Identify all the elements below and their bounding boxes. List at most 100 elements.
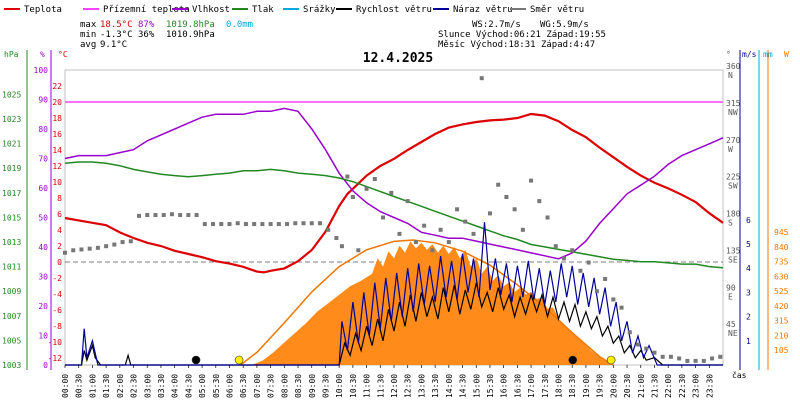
wind-direction-point-51 — [471, 231, 476, 236]
ms-tick-2: 2 — [746, 313, 751, 322]
wind-direction-point-41 — [389, 190, 394, 195]
hpa-tick-7: 1017 — [2, 189, 21, 198]
x-tick-31: 15:30 — [486, 374, 495, 398]
legend-label-6: Náraz větru — [453, 5, 513, 15]
ms-tick-1: 1 — [746, 337, 751, 346]
wind-direction-point-52 — [479, 76, 484, 81]
x-tick-5: 02:30 — [130, 374, 139, 398]
wind-direction-point-77 — [685, 358, 690, 363]
wind-direction-point-11 — [153, 213, 158, 218]
x-tick-37: 18:30 — [568, 374, 577, 398]
deg-axis-title: ° — [726, 50, 731, 59]
pct-tick-5: 50 — [38, 214, 48, 223]
dir-tick-8: N — [728, 71, 733, 80]
wind-direction-point-67 — [603, 276, 608, 281]
hpa-tick-0: 1003 — [2, 361, 21, 370]
wind-direction-point-24 — [260, 222, 265, 227]
wind-direction-point-9 — [137, 213, 142, 218]
dir-tick-3: SE — [728, 255, 738, 264]
wind-direction-point-32 — [326, 227, 331, 232]
legend-label-7: Směr větru — [530, 5, 584, 15]
x-tick-32: 16:00 — [500, 374, 509, 398]
pct-tick-10: 100 — [34, 66, 49, 75]
hpa-tick-11: 1025 — [2, 90, 21, 99]
wind-direction-point-59 — [537, 199, 542, 204]
stat-max-press: 1019.8hPa — [166, 20, 215, 30]
x-tick-19: 09:30 — [321, 374, 330, 398]
radiation-area — [251, 241, 614, 365]
wind-direction-point-69 — [619, 305, 624, 310]
rad-tick-2: 210 — [774, 331, 789, 340]
wind-direction-point-35 — [345, 174, 350, 179]
x-tick-35: 17:30 — [541, 374, 550, 398]
wind-direction-point-61 — [553, 244, 558, 249]
wind-direction-point-47 — [438, 227, 443, 232]
wind-direction-point-56 — [512, 207, 517, 212]
x-tick-10: 05:00 — [198, 374, 207, 398]
x-tick-21: 10:30 — [349, 374, 358, 398]
pct-tick-9: 90 — [38, 96, 48, 105]
x-tick-12: 06:00 — [226, 374, 235, 398]
x-tick-24: 12:00 — [390, 374, 399, 398]
deg-tick-3: 135 — [726, 246, 741, 255]
wind-direction-point-63 — [570, 248, 575, 253]
wind-direction-point-19 — [219, 222, 224, 227]
wind-direction-point-42 — [397, 231, 402, 236]
pct-tick-1: 10 — [38, 332, 48, 341]
rad-tick-9: 945 — [774, 228, 789, 237]
wind-direction-point-46 — [430, 248, 435, 253]
sunrise-marker — [234, 355, 244, 365]
temp-tick-14: 16 — [52, 130, 62, 139]
temp-axis-title: °C — [58, 50, 68, 59]
dir-tick-5: SW — [728, 182, 738, 191]
sunset-marker — [606, 355, 616, 365]
temp-tick-3: -6 — [52, 306, 62, 315]
series-1-line — [64, 107, 724, 260]
deg-tick-6: 270 — [726, 136, 741, 145]
pct-tick-8: 80 — [38, 125, 48, 134]
wind-direction-point-21 — [235, 221, 240, 226]
temp-tick-11: 10 — [52, 178, 62, 187]
legend-label-4: Srážky — [303, 5, 336, 15]
x-tick-39: 19:30 — [596, 374, 605, 398]
wind-direction-point-7 — [120, 240, 125, 245]
wind-direction-point-13 — [169, 212, 174, 217]
x-tick-29: 14:30 — [459, 374, 468, 398]
wind-direction-point-70 — [627, 330, 632, 335]
temp-tick-1: -10 — [48, 338, 63, 347]
x-tick-34: 17:00 — [527, 374, 536, 398]
wind-direction-point-28 — [293, 221, 298, 226]
temp-tick-13: 14 — [52, 146, 62, 155]
wind-direction-point-49 — [455, 207, 460, 212]
stat-ws: WS:2.7m/s — [472, 20, 521, 30]
stat-wg: WG:5.9m/s — [540, 20, 589, 30]
moonrise-marker — [568, 355, 578, 365]
x-tick-7: 03:30 — [157, 374, 166, 398]
pct-tick-7: 70 — [38, 155, 48, 164]
pct-tick-6: 60 — [38, 184, 48, 193]
series-2-line — [64, 161, 724, 269]
wind-direction-point-3 — [87, 246, 92, 251]
legend-label-2: Vlhkost — [192, 5, 230, 15]
wind-direction-point-65 — [586, 260, 591, 265]
x-tick-46: 23:00 — [692, 374, 701, 398]
stat-max-rain: 0.0mm — [226, 20, 253, 30]
dir-tick-6: W — [728, 145, 733, 154]
hpa-tick-4: 1011 — [2, 263, 21, 272]
wind-direction-point-0 — [63, 250, 67, 255]
temp-tick-7: 2 — [57, 242, 62, 251]
legend: Teplota Přízemní teplota Vlhkost Tlak Srážky… — [4, 5, 584, 15]
x-tick-17: 08:30 — [294, 374, 303, 398]
series-6-wind-direction — [63, 76, 723, 363]
stat-min-label: min — [80, 30, 96, 40]
x-tick-11: 05:30 — [212, 374, 221, 398]
deg-tick-7: 315 — [726, 99, 741, 108]
wind-direction-point-25 — [268, 222, 273, 227]
hpa-tick-5: 1013 — [2, 238, 21, 247]
wind-direction-point-78 — [693, 358, 698, 363]
wind-direction-point-37 — [356, 248, 361, 253]
wind-direction-point-33 — [334, 235, 339, 240]
wind-direction-point-4 — [95, 245, 100, 250]
wind-direction-point-1 — [71, 248, 76, 253]
